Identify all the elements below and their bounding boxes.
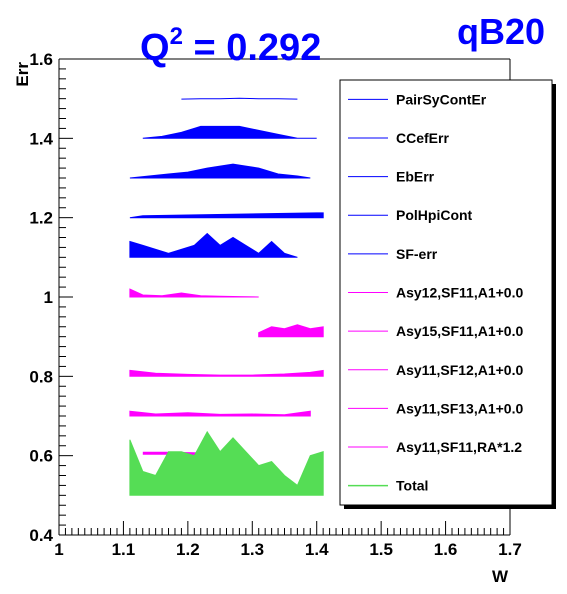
y-tick-label: 1.2 <box>29 209 53 228</box>
x-tick-label: 1.6 <box>434 540 458 559</box>
x-tick-label: 1.2 <box>176 540 200 559</box>
y-tick-label: 1.4 <box>29 129 53 148</box>
legend-label: Asy15,SF11,A1+0.0 <box>396 323 523 339</box>
legend-label: Asy11,SF13,A1+0.0 <box>396 400 523 416</box>
legend-label: Asy12,SF11,A1+0.0 <box>396 285 523 301</box>
series-asy11-sf12-a1-0-0 <box>129 369 324 377</box>
y-tick-label: 1.6 <box>29 50 53 69</box>
legend: PairSyContEr CCefErr EbErr PolHpiCont SF-err… <box>339 79 556 509</box>
series-asy15-sf11-a1-0-0 <box>258 324 324 338</box>
y-tick-label: 0.8 <box>29 367 53 386</box>
legend-label: Total <box>396 478 428 494</box>
series-asy12-sf11-a1-0-0 <box>129 288 259 298</box>
chart-title-rest: = 0.292 <box>183 27 321 69</box>
series-sf-err <box>129 232 298 258</box>
series-eberr <box>129 163 311 179</box>
x-tick-label: 1.1 <box>112 540 136 559</box>
legend-label: CCefErr <box>396 130 449 146</box>
plot-area <box>129 97 324 496</box>
legend-label: PolHpiCont <box>396 207 473 223</box>
y-tick-label: 0.4 <box>29 526 53 545</box>
x-tick-label: 1.4 <box>305 540 329 559</box>
titles: Q2 = 0.292 qB20 W Err <box>13 11 545 586</box>
series-polhpicont <box>129 212 324 219</box>
y-tick-label: 0.6 <box>29 447 53 466</box>
x-tick-label: 1.5 <box>369 540 393 559</box>
series-cceferr <box>142 125 317 139</box>
series-pairsyconter <box>181 97 298 100</box>
chart-title-main: Q <box>140 27 170 69</box>
legend-label: Asy11,SF11,RA*1.2 <box>396 439 522 455</box>
series-asy11-sf13-a1-0-0 <box>129 410 311 417</box>
chart-title-superscript: 2 <box>170 23 183 50</box>
y-tick-label: 1 <box>44 288 53 307</box>
legend-label: EbErr <box>396 169 435 185</box>
x-tick-label: 1 <box>54 540 63 559</box>
y-axis-title: Err <box>13 62 32 87</box>
x-tick-label: 1.3 <box>240 540 264 559</box>
x-tick-label: 1.7 <box>498 540 522 559</box>
legend-label: SF-err <box>396 246 438 262</box>
x-axis-title: W <box>492 567 509 586</box>
corner-label: qB20 <box>457 11 545 52</box>
legend-label: PairSyContEr <box>396 91 487 107</box>
axes: 1 1.1 1.2 1.3 1.4 1.5 1.6 1.7 0.4 0.6 0.8 1 1.2 1.4 1.… <box>29 50 521 559</box>
legend-label: Asy11,SF12,A1+0.0 <box>396 362 523 378</box>
series-total <box>129 430 324 496</box>
chart-title: Q2 = 0.292 <box>140 23 321 69</box>
